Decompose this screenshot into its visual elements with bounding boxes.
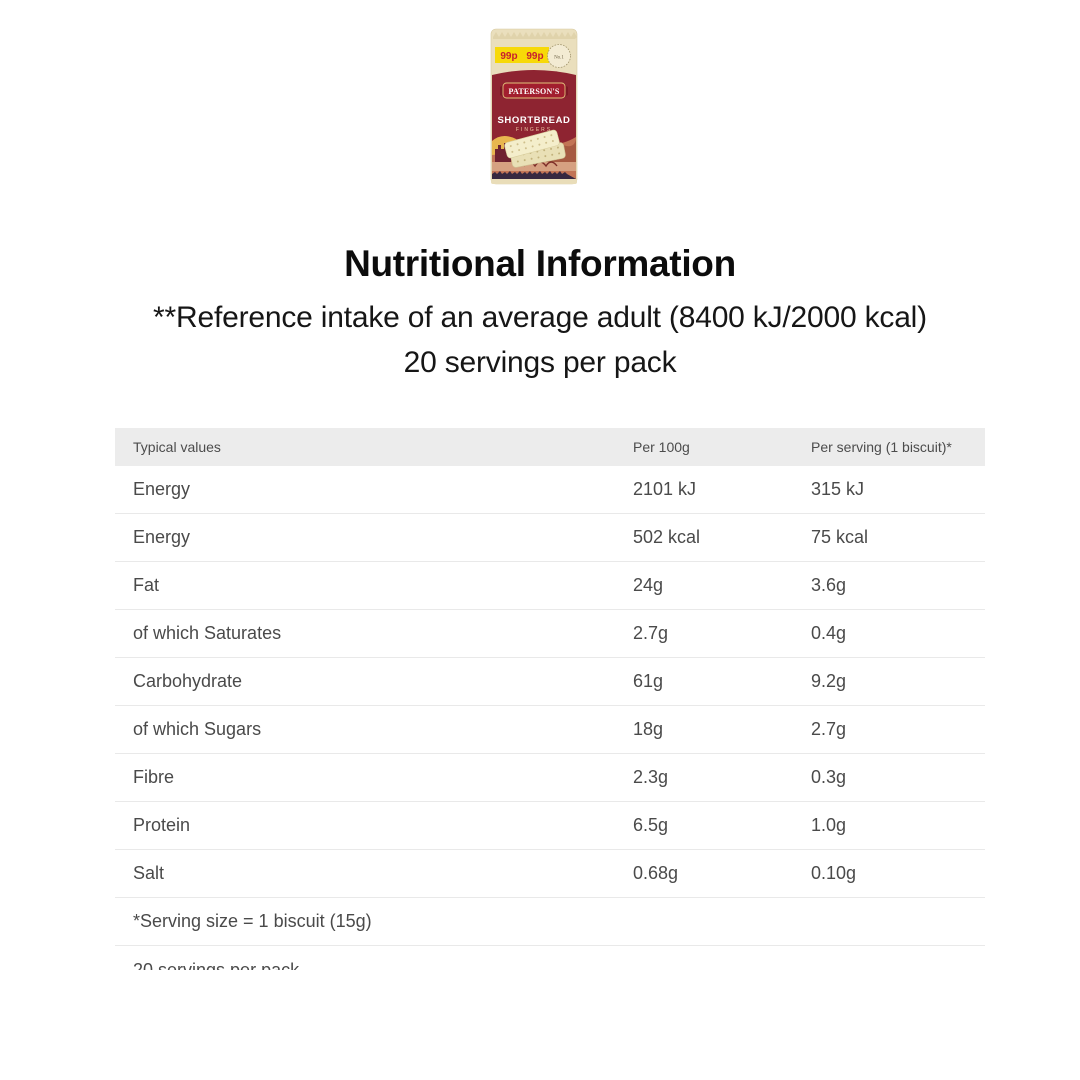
footnote-servings-per-pack: 20 servings per pack bbox=[133, 959, 300, 971]
row-label: Carbohydrate bbox=[133, 671, 243, 691]
product-variant-label: FINGERS bbox=[516, 127, 552, 133]
row-label: Fat bbox=[133, 575, 160, 595]
table-row: Fibre 2.3g 0.3g bbox=[115, 754, 985, 802]
price-flash-right-label: 99p bbox=[526, 51, 543, 62]
row-per-serving-value: 75 kcal bbox=[811, 527, 869, 547]
row-per100g-value: 61g bbox=[633, 671, 664, 691]
row-per-serving-value: 2.7g bbox=[811, 719, 847, 739]
no1-badge-icon: No.1 bbox=[547, 44, 571, 68]
row-per100g-value: 2.3g bbox=[633, 767, 669, 787]
biscuit-fingers-illustration bbox=[504, 129, 566, 168]
row-per100g-value: 24g bbox=[633, 575, 664, 595]
nutrition-table: Typical values Per 100g Per serving (1 b… bbox=[115, 428, 985, 970]
table-row: of which Sugars 18g 2.7g bbox=[115, 706, 985, 754]
row-per-serving-value: 0.4g bbox=[811, 623, 847, 643]
row-per100g-value: 502 kcal bbox=[633, 527, 701, 547]
footnote-serving-size: *Serving size = 1 biscuit (15g) bbox=[115, 898, 985, 946]
row-per100g-value: 2.7g bbox=[633, 623, 669, 643]
treeline-silhouette bbox=[492, 171, 576, 179]
brand-ribbon: PATERSON'S bbox=[500, 82, 568, 99]
subtitle-line-1: **Reference intake of an average adult (… bbox=[153, 301, 927, 334]
product-name-label: SHORTBREAD bbox=[497, 115, 570, 126]
table-row: of which Saturates 2.7g 0.4g bbox=[115, 610, 985, 658]
pack-crimp-top bbox=[493, 32, 577, 39]
table-header-row: Typical values Per 100g Per serving (1 b… bbox=[115, 428, 985, 466]
price-flash-left-label: 99p bbox=[500, 51, 517, 62]
row-label: of which Saturates bbox=[133, 623, 282, 643]
product-pack-image: 99p 99p No.1 PATERSON'S SHORTBREAD FINGE… bbox=[490, 27, 578, 186]
table-row: Carbohydrate 61g 9.2g bbox=[115, 658, 985, 706]
row-per100g-value: 0.68g bbox=[633, 863, 679, 883]
row-per-serving-value: 0.10g bbox=[811, 863, 857, 883]
row-per100g-value: 18g bbox=[633, 719, 664, 739]
row-per-serving-value: 0.3g bbox=[811, 767, 847, 787]
table-row: Energy 2101 kJ 315 kJ bbox=[115, 466, 985, 514]
row-per100g-value: 2101 kJ bbox=[633, 479, 697, 499]
table-row: Salt 0.68g 0.10g bbox=[115, 850, 985, 898]
subtitle-line-2: 20 servings per pack bbox=[403, 346, 677, 379]
row-per100g-value: 6.5g bbox=[633, 815, 669, 835]
table-row: Protein 6.5g 1.0g bbox=[115, 802, 985, 850]
pack-crimp-bottom bbox=[491, 179, 577, 184]
row-per-serving-value: 315 kJ bbox=[811, 479, 865, 499]
shortbread-pack-illustration: 99p 99p No.1 PATERSON'S SHORTBREAD FINGE… bbox=[490, 28, 578, 185]
badge-label: No.1 bbox=[554, 55, 564, 60]
row-per-serving-value: 3.6g bbox=[811, 575, 847, 595]
price-flash: 99p 99p bbox=[495, 47, 549, 63]
column-header-per-100g: Per 100g bbox=[633, 439, 690, 455]
row-label: Fibre bbox=[133, 767, 175, 787]
page-title: Nutritional Information bbox=[344, 243, 736, 284]
page-subtitle: **Reference intake of an average adult (… bbox=[0, 295, 1080, 385]
row-label: Protein bbox=[133, 815, 191, 835]
table-row: Energy 502 kcal 75 kcal bbox=[115, 514, 985, 562]
row-label: of which Sugars bbox=[133, 719, 262, 739]
column-header-per-serving: Per serving (1 biscuit)* bbox=[811, 439, 952, 455]
brand-label: PATERSON'S bbox=[508, 87, 559, 96]
row-label: Energy bbox=[133, 527, 191, 547]
row-label: Energy bbox=[133, 479, 191, 499]
row-per-serving-value: 9.2g bbox=[811, 671, 847, 691]
row-per-serving-value: 1.0g bbox=[811, 815, 847, 835]
column-header-typical-values: Typical values bbox=[133, 439, 221, 455]
table-row: Fat 24g 3.6g bbox=[115, 562, 985, 610]
row-label: Salt bbox=[133, 863, 165, 883]
